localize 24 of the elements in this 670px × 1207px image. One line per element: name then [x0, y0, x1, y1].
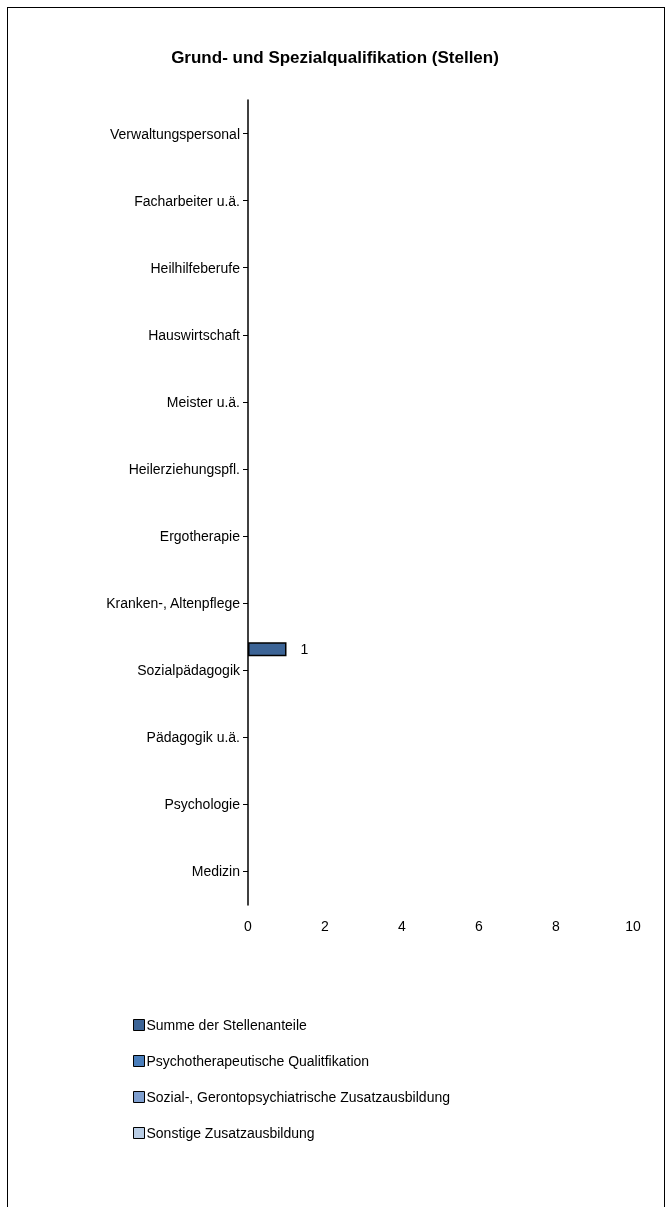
x-tick-label: 2 [321, 918, 330, 934]
y-tick-label: Verwaltungspersonal [110, 125, 240, 142]
chart-title: Grund- und Spezialqualifikation (Stellen) [171, 48, 499, 67]
y-tick-label: Heilhilfeberufe [150, 259, 241, 276]
y-tick-label: Facharbeiter u.ä. [134, 192, 240, 209]
x-tick-label: 0 [244, 918, 253, 934]
legend-label: Psychotherapeutische Qualitfikation [146, 1053, 370, 1069]
y-tick-label: Kranken-, Altenpflege [106, 595, 241, 612]
legend-label: Sozial-, Gerontopsychiatrische Zusatzausbildung [146, 1089, 450, 1105]
y-tick-label: Hauswirtschaft [148, 326, 241, 343]
y-tick-label: Sozialpädagogik [137, 662, 241, 679]
y-tick-label: Psychologie [164, 796, 241, 813]
x-tick-label: 6 [475, 918, 484, 934]
data-label: 1 [300, 641, 309, 658]
x-tick-label: 10 [625, 918, 641, 934]
x-tick-label: 8 [552, 918, 561, 934]
y-tick-label: Heilerziehungspfl. [128, 460, 240, 477]
y-tick-label: Pädagogik u.ä. [146, 729, 240, 746]
y-tick-label: Ergotherapie [159, 528, 241, 545]
x-tick-label: 4 [398, 918, 407, 934]
legend-label: Sonstige Zusatzausbildung [146, 1125, 315, 1141]
legend-label: Summe der Stellenanteile [146, 1017, 308, 1033]
y-tick-label: Medizin [191, 863, 240, 880]
y-tick-label: Meister u.ä. [166, 393, 240, 410]
